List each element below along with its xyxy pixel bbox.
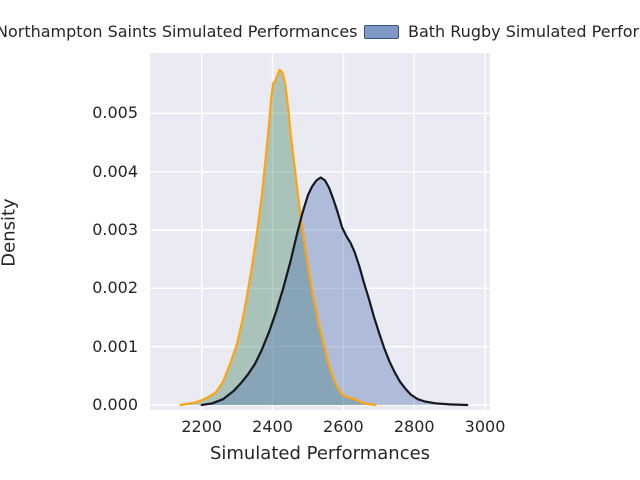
density-area-0 (180, 69, 376, 405)
plot-svg (150, 53, 490, 410)
y-tick-label: 0.005 (92, 103, 138, 123)
x-tick-label: 3000 (464, 417, 506, 436)
density-area-1 (201, 177, 468, 405)
x-tick-label: 2200 (181, 417, 223, 436)
legend-label: Bath Rugby Simulated Performances (408, 22, 640, 41)
x-tick-label: 2400 (252, 417, 293, 436)
y-tick-label: 0.000 (92, 395, 138, 414)
y-tick-label: 0.003 (92, 220, 138, 239)
y-tick-label: 0.001 (92, 336, 138, 356)
x-tick-label: 2800 (393, 417, 435, 436)
y-axis-label: Density (0, 198, 20, 267)
legend-swatch-icon (364, 24, 399, 39)
legend-item-1: Bath Rugby Simulated Performances (364, 22, 640, 41)
x-axis-label: Simulated Performances (209, 443, 431, 464)
y-tick-label: 0.002 (92, 278, 138, 298)
density-curve-1 (200, 176, 469, 407)
x-tick-label: 2600 (323, 417, 364, 436)
plot-area (150, 53, 490, 410)
legend-label: Northampton Saints Simulated Performance… (0, 22, 358, 41)
y-tick-label: 0.004 (92, 161, 138, 181)
legend-item-0: Northampton Saints Simulated Performance… (0, 22, 358, 41)
density-curve-0 (179, 68, 377, 407)
